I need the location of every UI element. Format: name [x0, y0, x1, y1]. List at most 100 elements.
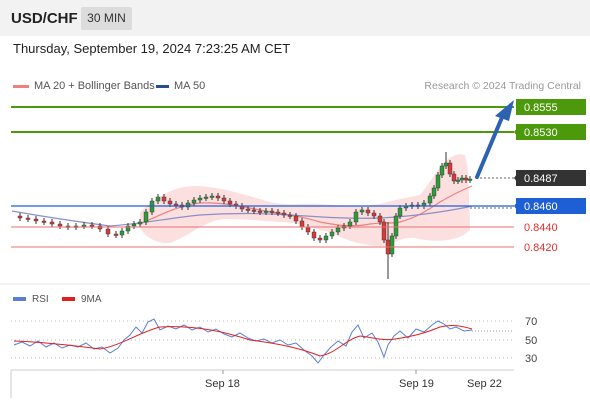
- candle-up: [263, 210, 269, 213]
- candle-down: [269, 210, 275, 213]
- candle-down: [89, 224, 95, 227]
- candle-down: [281, 212, 287, 216]
- rsi-line: [13, 318, 473, 364]
- forecast-arrowhead: [495, 100, 514, 121]
- candle-down: [305, 226, 311, 233]
- candle-down: [25, 217, 31, 220]
- ma50-swatch: [156, 84, 169, 88]
- candle-down: [167, 200, 173, 205]
- candle-down: [17, 215, 23, 219]
- legend-ma20-label: MA 20 + Bollinger Bands: [34, 80, 155, 92]
- candle-down: [293, 215, 299, 222]
- svg-text:0.8460: 0.8460: [524, 201, 558, 213]
- candle-down: [311, 231, 317, 239]
- candle-down: [41, 220, 47, 223]
- candle-down: [227, 200, 233, 205]
- candle-down: [105, 228, 111, 235]
- candle-down: [49, 221, 55, 225]
- candle-down: [251, 209, 257, 212]
- svg-text:0.8530: 0.8530: [524, 127, 558, 139]
- candle-up: [435, 174, 441, 189]
- candle-up: [329, 231, 335, 237]
- candle-up: [185, 202, 191, 208]
- candle-up: [323, 235, 329, 241]
- candle-up: [143, 211, 149, 223]
- candle-down: [299, 220, 305, 228]
- candle-up: [455, 179, 461, 182]
- level-label-0.8487: 0.8487: [514, 170, 586, 186]
- candle-down: [215, 195, 221, 199]
- candle-down: [245, 208, 251, 211]
- ma9-legend-label: 9MA: [81, 294, 102, 305]
- candle-up: [125, 225, 131, 232]
- candle-up: [131, 223, 137, 227]
- level-label-0.8460: 0.8460: [514, 198, 586, 214]
- candle-down: [463, 177, 469, 181]
- level-label-0.8420: 0.8420: [524, 242, 558, 254]
- level-label-0.8555: 0.8555: [516, 99, 586, 115]
- ma20-swatch: [13, 84, 29, 88]
- candle-down: [113, 233, 119, 236]
- candle-up: [209, 195, 215, 198]
- candle-up: [119, 230, 125, 236]
- rsi-label-30: 30: [525, 353, 537, 365]
- level-label-0.8530: 0.8530: [514, 124, 586, 140]
- forecast-arrow: [475, 113, 505, 179]
- x-label-sep19: Sep 19: [399, 378, 434, 390]
- candle-down: [381, 221, 387, 241]
- candle-up: [203, 196, 209, 199]
- rsi-ma9-line: [13, 325, 473, 357]
- svg-text:0.8487: 0.8487: [524, 173, 558, 185]
- candle-down: [33, 218, 39, 222]
- ma50-line: [11, 205, 473, 227]
- candle-down: [371, 212, 377, 217]
- bollinger-band: [140, 154, 470, 246]
- candle-up: [191, 199, 197, 204]
- candle-up: [431, 187, 437, 197]
- x-label-sep22: Sep 22: [467, 378, 502, 390]
- candle-down: [317, 237, 323, 241]
- candle-up: [347, 221, 353, 227]
- candle-up: [443, 162, 449, 167]
- top-bar: USD/CHF 30 MIN: [0, 0, 590, 36]
- credit-text: Research © 2024 Trading Central: [424, 80, 581, 92]
- candlesticks: [17, 152, 473, 279]
- x-label-sep18: Sep 18: [205, 378, 240, 390]
- rsi-label-70: 70: [525, 316, 537, 328]
- candle-up: [397, 207, 403, 217]
- svg-text:0.8555: 0.8555: [524, 102, 558, 114]
- rsi-legend-label: RSI: [32, 294, 49, 305]
- chart-datetime: Thursday, September 19, 2024 7:23:25 AM …: [13, 41, 291, 56]
- legend-ma50: MA 50: [156, 80, 205, 92]
- candle-up: [393, 215, 399, 237]
- legend-ma20: MA 20 + Bollinger Bands: [13, 80, 155, 92]
- candle-down: [451, 173, 457, 182]
- candle-down: [161, 196, 167, 202]
- timeframe-button[interactable]: 30 MIN: [81, 7, 132, 30]
- candle-down: [275, 211, 281, 214]
- candle-down: [365, 209, 371, 214]
- candle-down: [447, 162, 453, 175]
- candle-up: [459, 177, 465, 181]
- candle-up: [335, 227, 341, 233]
- candle-down: [287, 214, 293, 217]
- candle-up: [389, 235, 395, 255]
- candle-down: [221, 197, 227, 202]
- legend-ma50-label: MA 50: [174, 80, 206, 92]
- symbol-title: USD/CHF: [11, 10, 78, 27]
- candle-up: [427, 195, 433, 204]
- ma9-legend-swatch: [62, 297, 75, 301]
- candle-down: [257, 210, 263, 213]
- candle-up: [155, 196, 161, 202]
- candle-down: [57, 223, 63, 227]
- candle-down: [377, 215, 383, 223]
- candle-down: [173, 203, 179, 206]
- candle-up: [439, 165, 445, 176]
- candle-up: [81, 224, 87, 227]
- candle-up: [359, 209, 365, 213]
- candle-up: [467, 178, 473, 181]
- rsi-label-50: 50: [525, 335, 537, 347]
- candle-up: [197, 197, 203, 201]
- candle-up: [137, 221, 143, 225]
